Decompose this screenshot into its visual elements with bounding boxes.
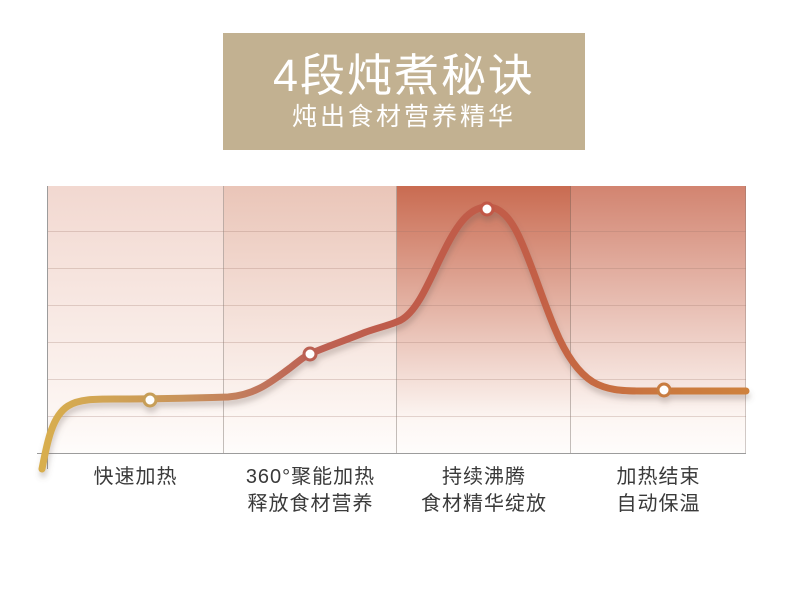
gridline xyxy=(47,305,746,306)
stage-labels: 快速加热 360°聚能加热 释放食材营养 持续沸腾 食材精华绽放 加热结束 自动… xyxy=(47,464,746,518)
stage-label-line: 持续沸腾 xyxy=(442,466,526,488)
stage-column-2 xyxy=(224,186,397,453)
poster-subtitle: 炖出食材营养精华 xyxy=(291,103,516,131)
stage-column-3 xyxy=(397,186,571,453)
stage-column-4 xyxy=(571,186,746,453)
heating-curve-chart xyxy=(47,186,746,453)
stage-column-1 xyxy=(47,186,224,453)
gridline xyxy=(47,379,746,380)
stage-label-line: 快速加热 xyxy=(93,466,178,488)
poster-title: 4段炖煮秘诀 xyxy=(272,50,536,101)
gridline xyxy=(47,268,746,269)
gridline xyxy=(47,416,746,417)
stage-label-line: 360°聚能加热 xyxy=(245,466,376,488)
x-axis-line xyxy=(37,453,746,454)
stage-label-line: 食材精华绽放 xyxy=(421,493,547,515)
stage-label-line: 释放食材营养 xyxy=(247,493,374,515)
stage-label-4: 加热结束 自动保温 xyxy=(571,464,746,518)
stage-label-3: 持续沸腾 食材精华绽放 xyxy=(397,464,571,518)
gridline xyxy=(47,231,746,232)
stage-label-2: 360°聚能加热 释放食材营养 xyxy=(224,464,397,518)
stage-label-line: 加热结束 xyxy=(616,466,701,488)
title-box: 4段炖煮秘诀 炖出食材营养精华 xyxy=(223,33,585,150)
gridline xyxy=(47,342,746,343)
stage-label-line: 自动保温 xyxy=(616,493,701,515)
y-axis-line xyxy=(47,186,48,469)
stage-label-1: 快速加热 xyxy=(47,464,224,518)
